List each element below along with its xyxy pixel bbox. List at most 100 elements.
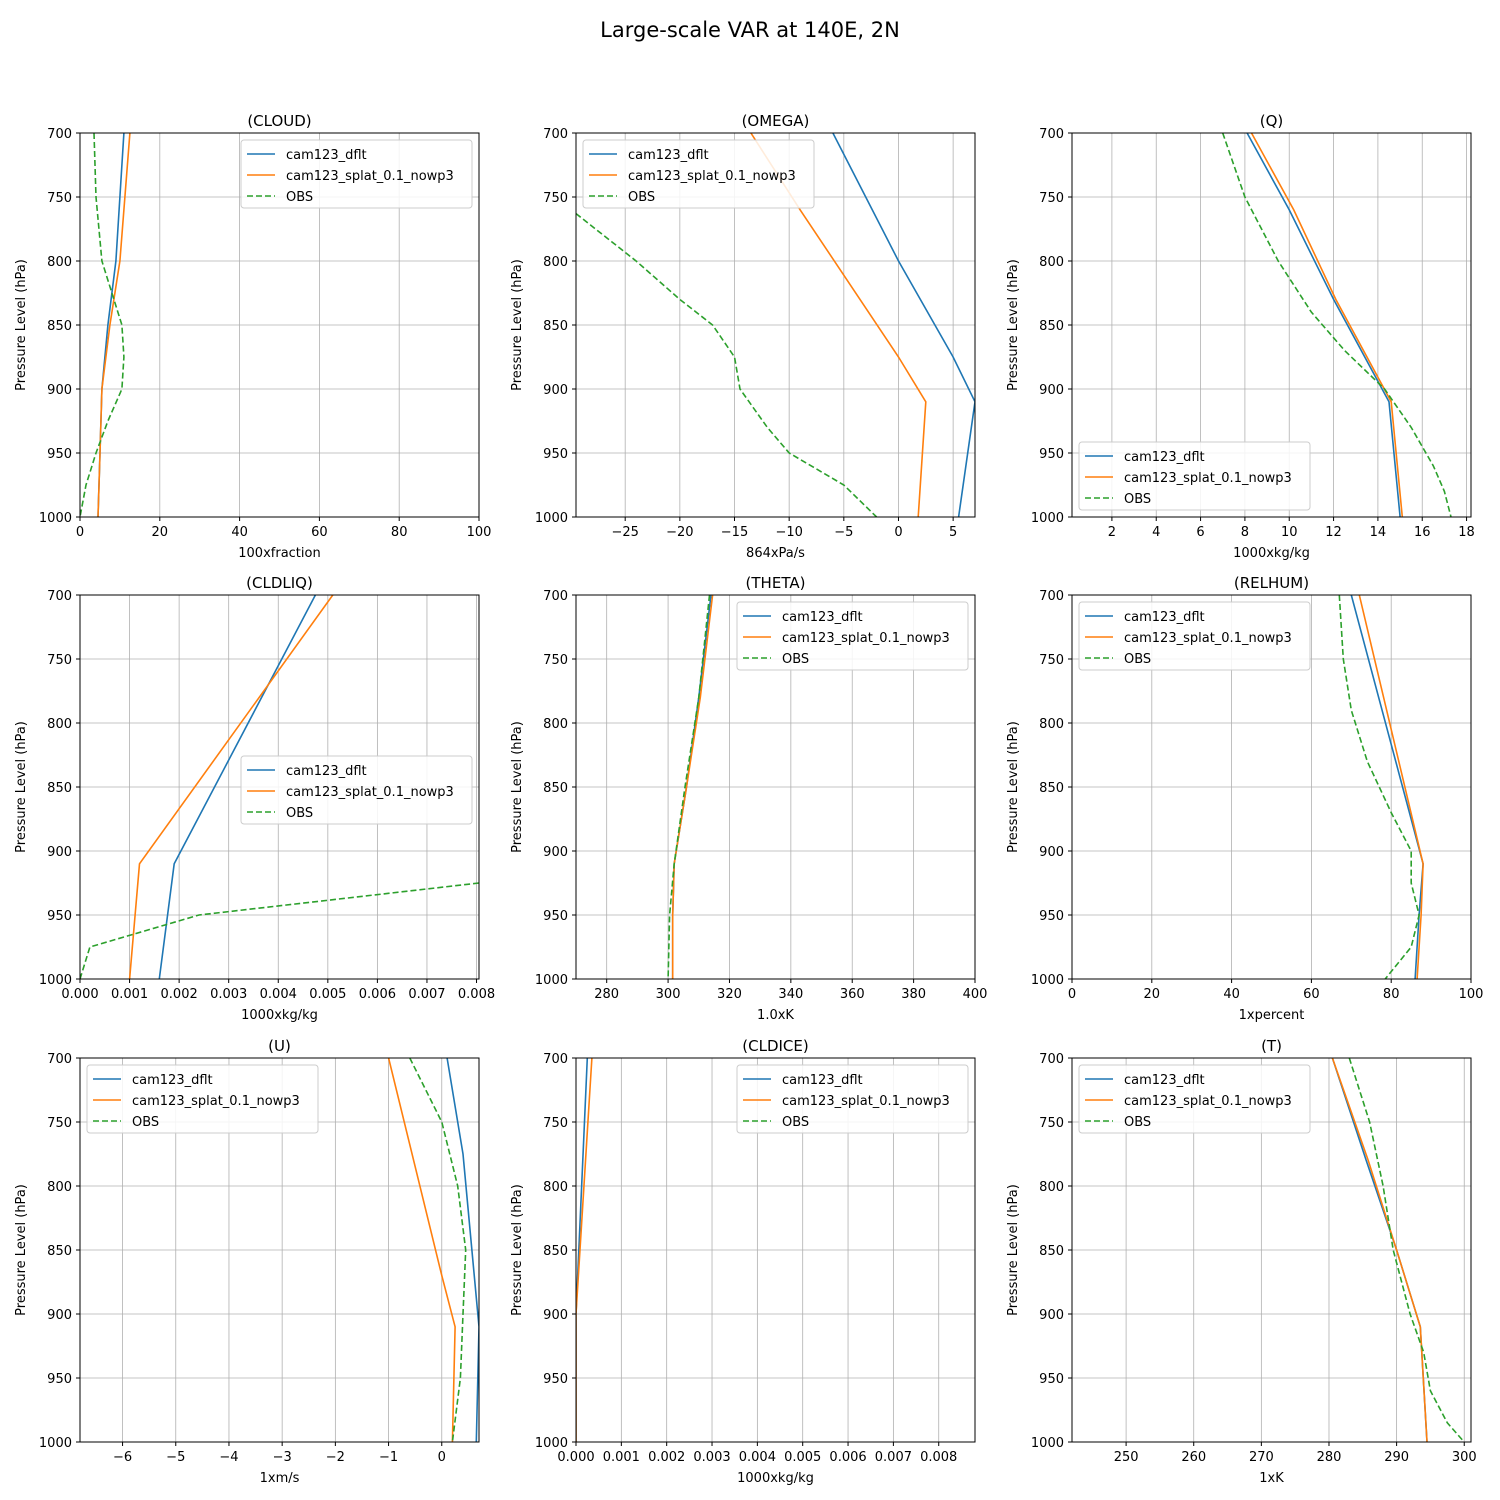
x-axis-label: 1000xkg/kg (737, 1471, 814, 1486)
y-tick-label: 750 (1039, 1116, 1064, 1131)
x-tick-label: 40 (231, 525, 248, 540)
x-axis-label: 1xpercent (1239, 1008, 1305, 1023)
legend-label: cam123_dflt (628, 148, 709, 163)
y-tick-label: 900 (47, 383, 72, 398)
legend: cam123_dflt cam123_splat_0.1_nowp3 OBS (582, 139, 815, 209)
y-axis-label: Pressure Level (hPa) (1006, 721, 1021, 853)
series-line-obs (409, 1058, 467, 1442)
legend: cam123_dflt cam123_splat_0.1_nowp3 OBS (240, 755, 473, 825)
series-line-cam123-dflt (446, 1058, 479, 1442)
legend-box (736, 601, 969, 671)
panel-q: 2 4 6 8 10 12 14 16 18 700 750 800 850 900 950 1000 (Q) 1… (1006, 112, 1475, 561)
legend-label: OBS (286, 190, 313, 205)
y-tick-label: 800 (543, 717, 568, 732)
y-tick-label: 850 (1039, 1244, 1064, 1259)
legend-box (582, 139, 815, 209)
series-line-cam123-splat-0-1-nowp3 (1358, 595, 1424, 979)
x-tick-label: −10 (775, 525, 802, 540)
series-line-cam123-splat-0-1-nowp3 (97, 133, 131, 517)
legend-label: cam123_splat_0.1_nowp3 (1124, 471, 1292, 486)
y-tick-label: 800 (1039, 255, 1064, 270)
legend-label: cam123_splat_0.1_nowp3 (782, 631, 950, 646)
panel-cldice: 0.000 0.001 0.002 0.003 0.004 0.005 0.006 0.007… (510, 1037, 976, 1486)
legend-label: cam123_dflt (286, 764, 367, 779)
legend-label: cam123_dflt (1124, 1073, 1205, 1088)
y-tick-label: 700 (543, 1052, 568, 1067)
x-tick-label: 290 (1384, 1450, 1409, 1465)
y-tick-label: 950 (1039, 1372, 1064, 1387)
legend: cam123_dflt cam123_splat_0.1_nowp3 OBS (86, 1064, 319, 1134)
panel-t: 250 260 270 280 290 300 700 750 800 850 900 950 1000… (1006, 1037, 1477, 1486)
legend-box (1078, 601, 1311, 671)
y-tick-label: 700 (1039, 1052, 1064, 1067)
panel-title: (T) (1261, 1037, 1282, 1055)
legend: cam123_dflt cam123_splat_0.1_nowp3 OBS (240, 139, 473, 209)
x-tick-label: 280 (594, 987, 619, 1002)
x-tick-label: −25 (611, 525, 638, 540)
x-tick-label: 100 (1459, 987, 1484, 1002)
y-tick-label: 800 (47, 717, 72, 732)
legend-label: cam123_dflt (132, 1073, 213, 1088)
y-tick-label: 1000 (535, 511, 568, 526)
legend-label: cam123_splat_0.1_nowp3 (1124, 631, 1292, 646)
x-tick-label: 0 (894, 525, 902, 540)
x-tick-label: 0.008 (920, 1450, 957, 1465)
series-lines (80, 595, 479, 979)
x-tick-label: 80 (391, 525, 408, 540)
x-tick-label: −15 (721, 525, 748, 540)
legend-label: cam123_splat_0.1_nowp3 (628, 169, 796, 184)
y-tick-label: 850 (1039, 319, 1064, 334)
legend-box (240, 755, 473, 825)
y-axis-label: Pressure Level (hPa) (14, 1184, 29, 1316)
y-tick-label: 900 (543, 845, 568, 860)
legend-label: cam123_dflt (782, 610, 863, 625)
x-tick-label: 0 (1068, 987, 1076, 1002)
x-tick-label: 0.005 (309, 987, 346, 1002)
panel-title: (CLDICE) (742, 1037, 808, 1055)
y-tick-label: 900 (1039, 1308, 1064, 1323)
series-lines (1338, 595, 1424, 979)
y-tick-label: 700 (47, 127, 72, 142)
y-tick-label: 900 (543, 383, 568, 398)
panel-title: (U) (268, 1037, 291, 1055)
legend-label: cam123_dflt (1124, 610, 1205, 625)
x-tick-label: 0.003 (210, 987, 247, 1002)
y-tick-label: 1000 (39, 1436, 72, 1451)
x-tick-label: 0.001 (111, 987, 148, 1002)
legend-label: OBS (286, 806, 313, 821)
legend: cam123_dflt cam123_splat_0.1_nowp3 OBS (1078, 1064, 1311, 1134)
x-tick-label: 0.004 (739, 1450, 776, 1465)
legend-label: cam123_dflt (782, 1073, 863, 1088)
y-tick-label: 900 (47, 845, 72, 860)
y-axis-label: Pressure Level (hPa) (1006, 259, 1021, 391)
y-axis-label: Pressure Level (hPa) (510, 721, 525, 853)
legend-box (86, 1064, 319, 1134)
y-tick-label: 750 (47, 1116, 72, 1131)
x-tick-label: 0.003 (693, 1450, 730, 1465)
y-tick-label: 950 (47, 447, 72, 462)
x-tick-label: 40 (1223, 987, 1240, 1002)
y-tick-label: 750 (543, 191, 568, 206)
y-tick-label: 950 (47, 909, 72, 924)
x-tick-label: 0.005 (784, 1450, 821, 1465)
x-tick-label: 0.007 (408, 987, 445, 1002)
series-lines (1331, 1058, 1465, 1442)
legend-label: OBS (1124, 492, 1151, 507)
y-tick-label: 800 (1039, 717, 1064, 732)
legend-label: OBS (1124, 1115, 1151, 1130)
x-axis-label: 1xm/s (260, 1471, 300, 1486)
y-tick-label: 850 (47, 781, 72, 796)
x-axis-label: 1000xkg/kg (1233, 546, 1310, 561)
series-line-obs (1348, 1058, 1465, 1442)
series-line-obs (80, 133, 125, 517)
x-tick-label: 360 (840, 987, 865, 1002)
series-line-cam123-splat-0-1-nowp3 (387, 1058, 456, 1442)
x-tick-label: 250 (1114, 1450, 1139, 1465)
series-line-cam123-dflt (1350, 595, 1424, 979)
y-tick-label: 800 (543, 1180, 568, 1195)
series-line-cam123-dflt (1246, 133, 1401, 517)
x-axis-label: 1000xkg/kg (241, 1008, 318, 1023)
series-lines (576, 1058, 593, 1442)
y-tick-label: 950 (543, 447, 568, 462)
